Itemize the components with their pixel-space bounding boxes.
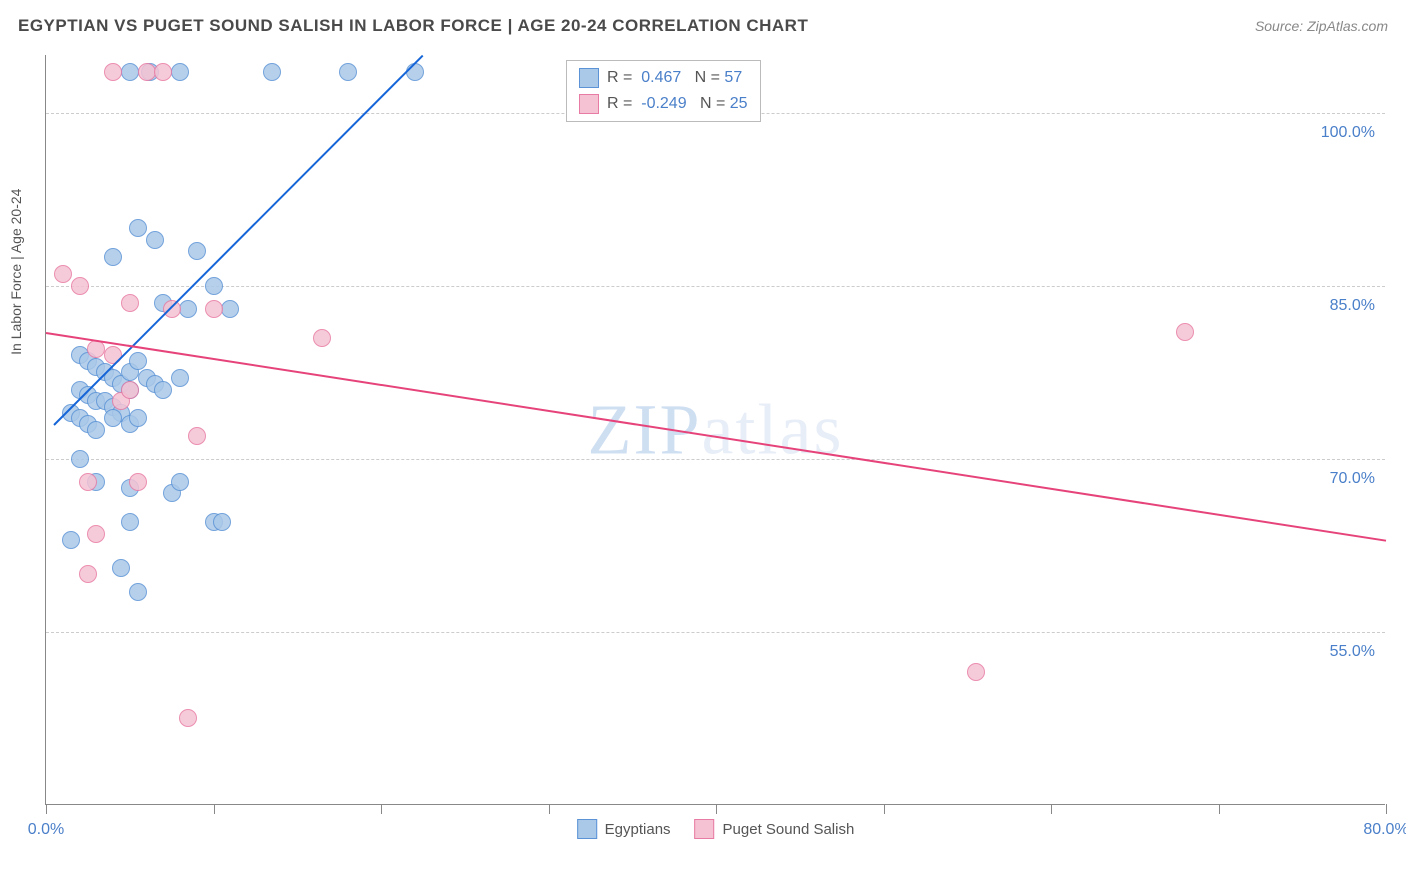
scatter-point <box>79 565 97 583</box>
scatter-point <box>171 473 189 491</box>
x-tick <box>1051 804 1052 814</box>
x-tick <box>1386 804 1387 814</box>
legend-swatch <box>579 68 599 88</box>
legend-label: Egyptians <box>605 821 671 838</box>
scatter-point <box>339 63 357 81</box>
y-axis-label: In Labor Force | Age 20-24 <box>8 188 24 354</box>
legend-stats: R = 0.467 N = 57 <box>607 65 742 91</box>
scatter-point <box>112 559 130 577</box>
scatter-point <box>205 300 223 318</box>
scatter-point <box>146 231 164 249</box>
scatter-point <box>205 277 223 295</box>
legend-swatch <box>577 819 597 839</box>
scatter-point <box>171 369 189 387</box>
legend-bottom: Egyptians Puget Sound Salish <box>577 819 855 839</box>
scatter-point <box>188 242 206 260</box>
gridline-h <box>46 632 1385 633</box>
scatter-point <box>62 531 80 549</box>
scatter-point <box>213 513 231 531</box>
legend-item: Puget Sound Salish <box>695 819 855 839</box>
x-tick <box>46 804 47 814</box>
chart-title: EGYPTIAN VS PUGET SOUND SALISH IN LABOR … <box>18 16 808 36</box>
x-tick-label: 0.0% <box>28 821 64 839</box>
scatter-point <box>154 381 172 399</box>
legend-label: Puget Sound Salish <box>723 821 855 838</box>
scatter-point <box>129 583 147 601</box>
legend-row: R = 0.467 N = 57 <box>579 65 748 91</box>
x-tick <box>884 804 885 814</box>
gridline-h <box>46 459 1385 460</box>
legend-swatch <box>695 819 715 839</box>
scatter-point <box>87 525 105 543</box>
legend-stats: R = -0.249 N = 25 <box>607 91 748 117</box>
scatter-point <box>154 63 172 81</box>
scatter-point <box>54 265 72 283</box>
scatter-point <box>71 450 89 468</box>
scatter-point <box>171 63 189 81</box>
y-tick-label: 85.0% <box>1330 297 1375 315</box>
x-tick-label: 80.0% <box>1363 821 1406 839</box>
scatter-point <box>129 409 147 427</box>
scatter-point <box>263 63 281 81</box>
scatter-point <box>129 219 147 237</box>
x-tick <box>716 804 717 814</box>
y-tick-label: 55.0% <box>1330 643 1375 661</box>
scatter-point <box>138 63 156 81</box>
chart-header: EGYPTIAN VS PUGET SOUND SALISH IN LABOR … <box>18 16 1388 36</box>
y-tick-label: 100.0% <box>1321 124 1375 142</box>
scatter-point <box>121 381 139 399</box>
scatter-point <box>71 277 89 295</box>
x-tick <box>381 804 382 814</box>
trend-line <box>46 332 1386 542</box>
scatter-point <box>188 427 206 445</box>
scatter-point <box>313 329 331 347</box>
scatter-point <box>179 709 197 727</box>
scatter-point <box>129 473 147 491</box>
legend-correlation: R = 0.467 N = 57R = -0.249 N = 25 <box>566 60 761 122</box>
scatter-point <box>179 300 197 318</box>
trend-line <box>54 55 424 426</box>
scatter-point <box>406 63 424 81</box>
scatter-point <box>104 346 122 364</box>
scatter-chart: ZIPatlas In Labor Force | Age 20-24 Egyp… <box>45 55 1385 805</box>
scatter-point <box>104 248 122 266</box>
scatter-point <box>221 300 239 318</box>
scatter-point <box>121 513 139 531</box>
scatter-point <box>79 473 97 491</box>
x-tick <box>1219 804 1220 814</box>
legend-row: R = -0.249 N = 25 <box>579 91 748 117</box>
scatter-point <box>967 663 985 681</box>
scatter-point <box>1176 323 1194 341</box>
scatter-point <box>104 409 122 427</box>
legend-swatch <box>579 94 599 114</box>
scatter-point <box>129 352 147 370</box>
gridline-h <box>46 286 1385 287</box>
scatter-point <box>163 300 181 318</box>
scatter-point <box>104 63 122 81</box>
x-tick <box>549 804 550 814</box>
y-tick-label: 70.0% <box>1330 470 1375 488</box>
legend-item: Egyptians <box>577 819 671 839</box>
x-tick <box>214 804 215 814</box>
scatter-point <box>87 421 105 439</box>
scatter-point <box>121 63 139 81</box>
source-attribution: Source: ZipAtlas.com <box>1255 18 1388 34</box>
scatter-point <box>121 294 139 312</box>
